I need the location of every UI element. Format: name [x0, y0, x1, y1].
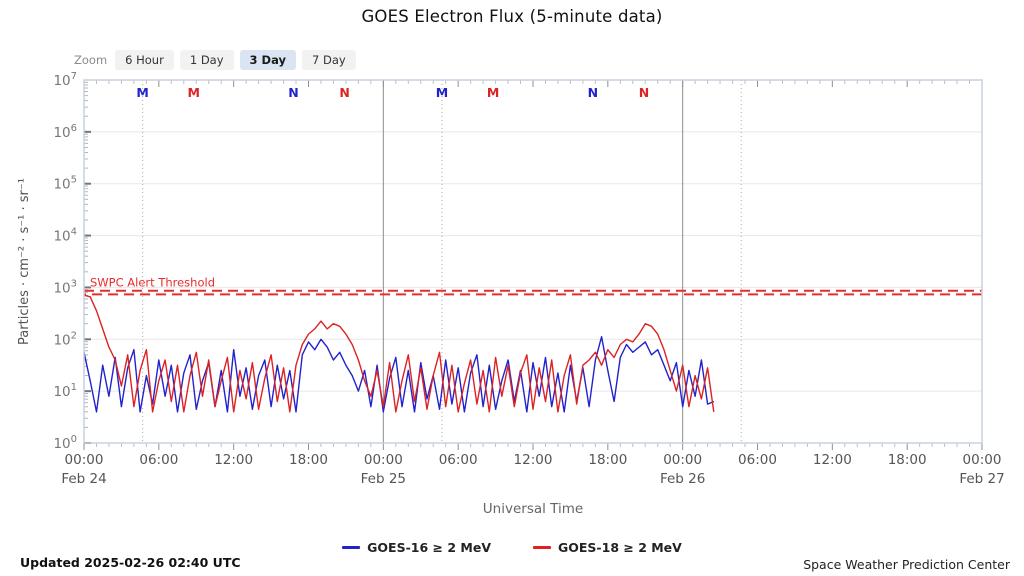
legend-label: GOES-16 ≥ 2 MeV: [367, 540, 491, 555]
y-tick-label: 103: [53, 278, 77, 296]
x-tick-label: 12:00: [514, 452, 553, 468]
date-label: Feb 27: [959, 471, 1004, 487]
legend-item-goes-18: GOES-18 ≥ 2 MeV: [533, 540, 682, 555]
source-attribution: Space Weather Prediction Center: [803, 557, 1010, 572]
x-tick-label: 00:00: [65, 452, 104, 468]
date-label: Feb 26: [660, 471, 705, 487]
chart-legend: GOES-16 ≥ 2 MeV GOES-18 ≥ 2 MeV: [0, 540, 1024, 555]
zoom-option-7-day[interactable]: 7 Day: [302, 50, 356, 70]
date-label: Feb 25: [361, 471, 406, 487]
x-tick-label: 00:00: [963, 452, 1002, 468]
marker-n-goes-16: N: [288, 85, 298, 100]
marker-n-goes-16: N: [588, 85, 598, 100]
axis-ticks: [83, 80, 983, 450]
zoom-control: Zoom 6 Hour 1 Day 3 Day 7 Day: [74, 50, 356, 70]
x-tick-label: 00:00: [663, 452, 702, 468]
y-tick-label: 105: [53, 175, 77, 193]
y-axis-labels: 100 101 102 103 104 105 106 107: [53, 71, 77, 452]
zoom-option-1-day[interactable]: 1 Day: [179, 50, 234, 70]
page-title: GOES Electron Flux (5-minute data): [361, 7, 663, 26]
legend-item-goes-16: GOES-16 ≥ 2 MeV: [342, 540, 491, 555]
marker-m-goes-16: M: [436, 85, 448, 100]
x-tick-label: 06:00: [738, 452, 777, 468]
threshold-label: SWPC Alert Threshold: [90, 276, 215, 290]
x-tick-label: 12:00: [813, 452, 852, 468]
x-tick-label: 00:00: [364, 452, 403, 468]
legend-label: GOES-18 ≥ 2 MeV: [558, 540, 682, 555]
y-tick-label: 101: [53, 382, 77, 400]
gridlines: [84, 80, 982, 443]
x-axis-title: Universal Time: [483, 501, 583, 517]
series-goes-16: [83, 336, 715, 413]
date-label: Feb 24: [61, 471, 106, 487]
updated-timestamp: Updated 2025-02-26 02:40 UTC: [20, 555, 241, 570]
x-tick-label: 18:00: [289, 452, 328, 468]
zoom-option-3-day[interactable]: 3 Day: [239, 50, 296, 70]
zoom-option-6-hour[interactable]: 6 Hour: [115, 50, 174, 70]
y-tick-label: 107: [53, 71, 77, 89]
plot-border: [83, 79, 983, 444]
series-goes-18: [83, 294, 715, 413]
y-axis-title: Particles · cm⁻² · s⁻¹ · sr⁻¹: [17, 178, 32, 345]
x-tick-label: 18:00: [588, 452, 627, 468]
x-tick-label: 06:00: [139, 452, 178, 468]
y-tick-label: 102: [53, 330, 77, 348]
marker-m-goes-16: M: [136, 85, 148, 100]
marker-m-goes-18: M: [487, 85, 499, 100]
x-tick-label: 12:00: [214, 452, 253, 468]
y-tick-label: 104: [53, 227, 77, 245]
x-tick-label: 18:00: [888, 452, 927, 468]
zoom-control-label: Zoom: [74, 53, 108, 67]
marker-n-goes-18: N: [639, 85, 649, 100]
legend-swatch-goes-16: [342, 546, 361, 549]
x-axis-labels: 00:00 06:00 12:00 18:00 00:00 06:00 12:00 18:00…: [61, 452, 1004, 487]
alert-threshold: SWPC Alert Threshold: [84, 276, 982, 296]
y-tick-label: 106: [53, 123, 77, 141]
x-tick-label: 06:00: [439, 452, 478, 468]
legend-swatch-goes-18: [533, 546, 551, 549]
y-tick-label: 100: [53, 434, 77, 452]
marker-m-goes-18: M: [188, 85, 200, 100]
marker-n-goes-18: N: [339, 85, 349, 100]
